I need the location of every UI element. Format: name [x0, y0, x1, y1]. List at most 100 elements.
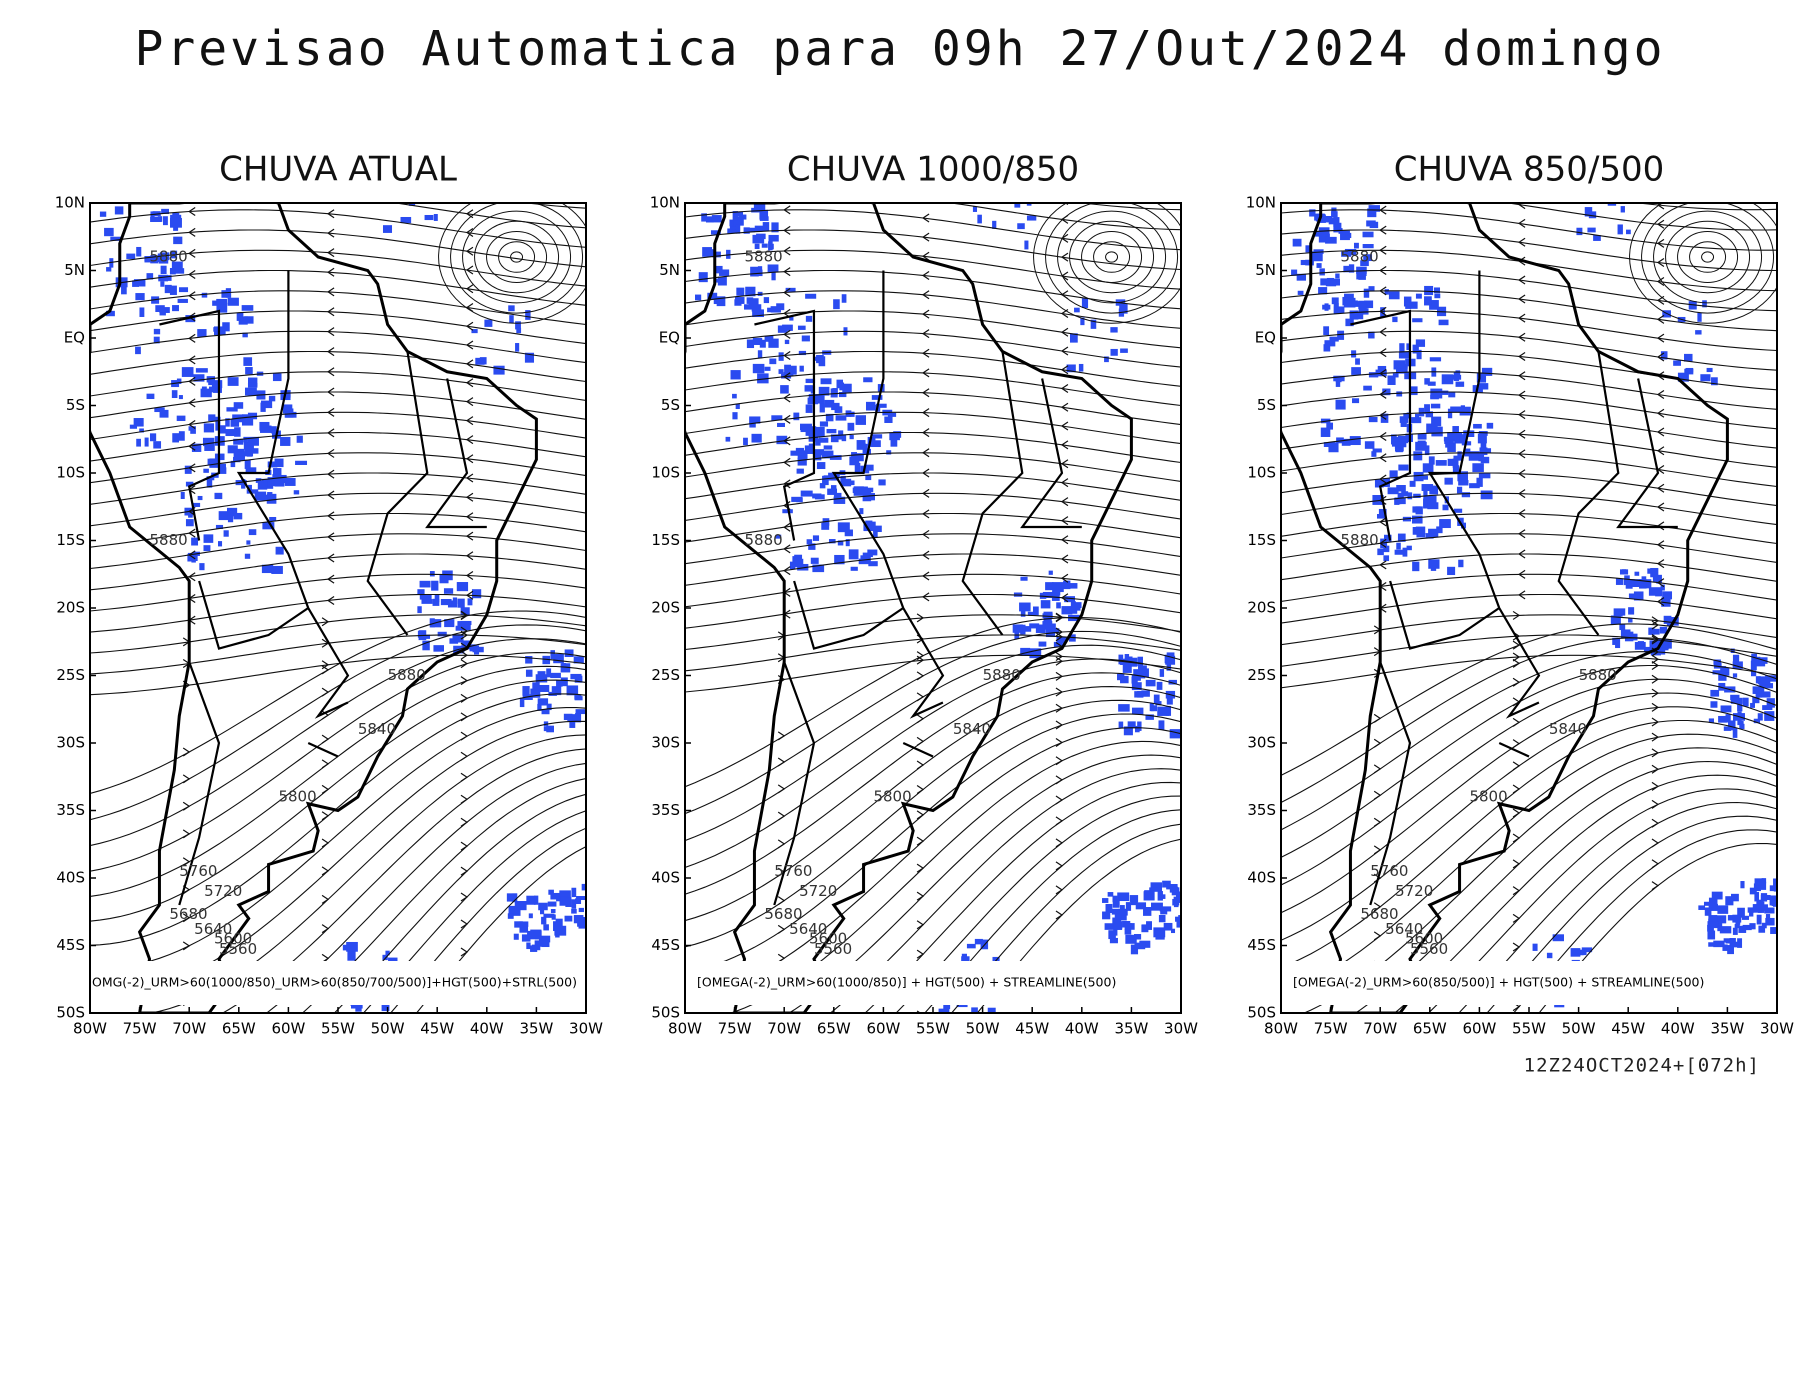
rain-cell — [1458, 480, 1469, 486]
rain-cell — [1323, 442, 1336, 447]
rain-cell — [768, 338, 779, 348]
lon-label: 70W — [1363, 1020, 1397, 1038]
flow-arrow — [1651, 620, 1660, 630]
rain-cell — [1017, 223, 1025, 230]
streamline — [389, 827, 586, 1013]
flow-arrow — [916, 949, 925, 959]
rain-cell — [1328, 442, 1339, 453]
rain-cell — [169, 267, 176, 275]
rain-cell — [1750, 670, 1757, 677]
rain-cell — [856, 440, 866, 450]
rain-cell — [1758, 925, 1766, 933]
lat-label: 10N — [650, 194, 680, 212]
rain-cell — [1066, 364, 1076, 373]
flow-arrow — [777, 896, 786, 906]
rain-cell — [1417, 440, 1426, 446]
rain-cell — [1067, 583, 1078, 589]
rain-cell — [1648, 627, 1655, 635]
rain-cell — [1634, 571, 1640, 576]
rain-cell — [1720, 705, 1732, 713]
lat-label: 40S — [1247, 869, 1276, 887]
rain-cell — [1409, 480, 1416, 487]
rain-cell — [1369, 221, 1379, 229]
rain-cell — [1019, 602, 1031, 612]
rain-cell — [1398, 352, 1411, 359]
rain-cell — [1125, 934, 1137, 944]
rain-cell — [1756, 881, 1767, 890]
rain-cell — [1317, 214, 1326, 223]
flow-arrow — [1651, 748, 1660, 758]
streamline — [685, 492, 1181, 521]
flow-arrow — [921, 213, 930, 223]
rain-cell — [342, 944, 350, 951]
rain-cell — [219, 463, 226, 471]
rain-cell — [716, 296, 726, 307]
rain-cell — [1352, 398, 1360, 404]
flow-arrow — [1379, 327, 1387, 337]
rain-cell — [746, 339, 755, 349]
flow-arrow — [916, 736, 925, 746]
rain-cell — [1419, 475, 1428, 480]
rain-cell — [439, 575, 449, 584]
rain-cell — [1749, 909, 1754, 917]
rain-cell — [1450, 406, 1462, 413]
contour-label: 5560 — [219, 940, 257, 958]
rain-cell — [1029, 623, 1040, 629]
border — [773, 661, 816, 906]
rain-cell — [1159, 906, 1172, 912]
rain-cell — [226, 407, 238, 412]
rain-cell — [805, 404, 813, 413]
rain-cell — [847, 422, 855, 431]
rain-cell — [870, 440, 881, 448]
rain-cell — [1398, 464, 1409, 471]
rain-cell — [828, 539, 836, 544]
rain-cell — [153, 328, 161, 335]
rain-cell — [1413, 451, 1423, 461]
rain-cell — [1457, 451, 1462, 457]
rain-cell — [534, 940, 546, 947]
rain-cell — [840, 475, 846, 486]
streamline — [90, 553, 586, 591]
flow-arrow — [1517, 313, 1526, 323]
rain-cell — [1358, 308, 1369, 315]
rain-cell — [1582, 951, 1587, 956]
streamline — [90, 593, 586, 633]
lat-label: 20S — [56, 599, 85, 617]
rain-cell — [526, 942, 531, 950]
streamline — [1504, 203, 1777, 231]
rain-cell — [1078, 363, 1084, 372]
rain-cell — [1406, 343, 1411, 351]
rain-cell — [246, 540, 251, 545]
rain-cell — [759, 339, 766, 348]
rain-cell — [381, 1001, 390, 1012]
rain-cell — [1639, 579, 1647, 589]
flow-arrow — [1379, 225, 1387, 235]
rain-cell — [871, 395, 883, 400]
flow-arrow — [777, 924, 786, 934]
rain-cell — [872, 434, 883, 439]
rain-cell — [800, 490, 813, 497]
rain-cell — [810, 557, 819, 564]
rain-cell — [1081, 298, 1089, 309]
rain-cell — [1368, 331, 1375, 339]
rain-cell — [769, 358, 777, 365]
lat-label: 45S — [651, 936, 680, 954]
rain-cell — [136, 438, 141, 447]
lat-label: EQ — [659, 329, 680, 347]
flow-arrow — [916, 891, 925, 901]
flow-arrow — [1656, 219, 1665, 229]
rain-cell — [1368, 286, 1375, 291]
rain-cell — [732, 393, 737, 399]
rain-cell — [1012, 624, 1023, 633]
lon-label: 60W — [1462, 1020, 1496, 1038]
rain-cell — [1372, 448, 1382, 453]
rain-cell — [797, 457, 807, 466]
rain-cell — [1169, 729, 1181, 739]
rain-cell — [780, 385, 789, 394]
rain-cell — [768, 234, 779, 242]
rain-cell — [848, 549, 859, 560]
rain-cell — [1129, 895, 1139, 902]
flow-arrow — [1380, 186, 1386, 194]
flow-arrow — [1656, 203, 1665, 210]
rain-cell — [225, 418, 230, 427]
